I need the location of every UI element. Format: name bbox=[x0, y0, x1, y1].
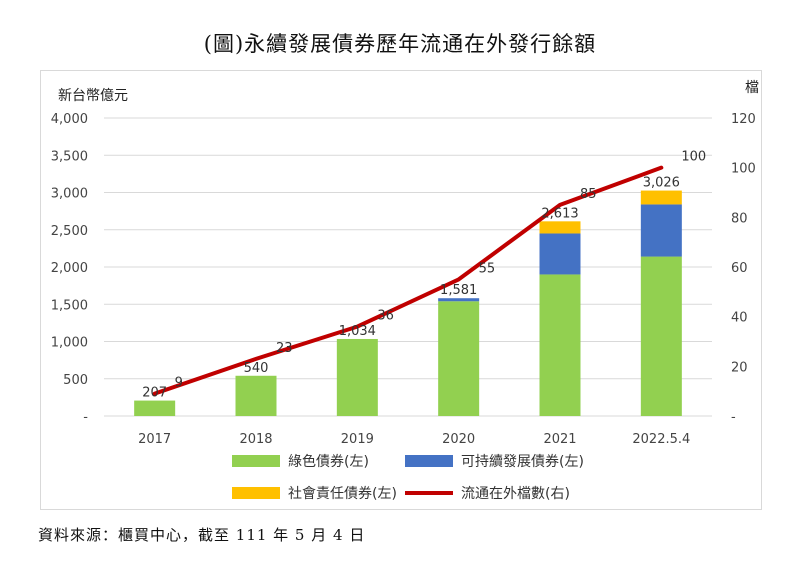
chart-frame bbox=[40, 70, 762, 510]
y-left-tick-label: - bbox=[83, 410, 88, 425]
legend-label: 社會責任債券(左) bbox=[288, 486, 397, 502]
bar-segment bbox=[640, 204, 682, 257]
bar-segment bbox=[539, 274, 581, 416]
y-right-tick-label: 60 bbox=[731, 261, 748, 276]
x-tick-label: 2022.5.4 bbox=[632, 432, 690, 447]
y-left-tick-label: 3,000 bbox=[51, 187, 88, 202]
line-value-label: 23 bbox=[276, 341, 293, 356]
line-value-label: 36 bbox=[377, 309, 394, 324]
bar-segment bbox=[640, 256, 682, 416]
y-right-axis-label: 檔 bbox=[745, 80, 759, 96]
legend-swatch bbox=[232, 487, 280, 499]
y-right-tick-label: 80 bbox=[731, 211, 748, 226]
y-left-tick-label: 2,000 bbox=[51, 261, 88, 276]
line-value-label: 85 bbox=[580, 187, 597, 202]
line-point bbox=[558, 203, 562, 207]
bar-segment bbox=[438, 298, 480, 302]
bar-total-label: 2,613 bbox=[541, 206, 578, 221]
y-right-tick-label: 120 bbox=[731, 112, 756, 127]
y-left-tick-label: 4,000 bbox=[51, 112, 88, 127]
legend-label: 綠色債券(左) bbox=[288, 453, 369, 470]
line-value-label: 100 bbox=[681, 150, 706, 165]
bar-total-label: 3,026 bbox=[643, 176, 680, 191]
y-left-axis-label: 新台幣億元 bbox=[58, 88, 128, 104]
line-value-label: 55 bbox=[479, 261, 496, 276]
y-right-tick-label: 20 bbox=[731, 360, 748, 375]
y-right-tick-label: 40 bbox=[731, 311, 748, 326]
legend-label: 流通在外檔數(右) bbox=[461, 486, 570, 502]
bar-segment bbox=[539, 233, 581, 275]
y-left-tick-label: 3,500 bbox=[51, 149, 88, 164]
y-right-tick-label: 100 bbox=[731, 162, 756, 177]
bar-total-label: 207 bbox=[142, 386, 167, 401]
line-point bbox=[254, 357, 258, 361]
line-series bbox=[152, 165, 664, 396]
source-note: 資料來源：櫃買中心，截至 111 年 5 月 4 日 bbox=[38, 526, 366, 544]
legend-swatch bbox=[232, 455, 280, 467]
x-tick-label: 2019 bbox=[341, 432, 374, 447]
bar-segment bbox=[438, 301, 480, 416]
y-left-tick-label: 1,500 bbox=[51, 298, 88, 313]
bar-segment bbox=[539, 221, 581, 234]
legend-label: 可持續發展債券(左) bbox=[461, 454, 584, 470]
line-point bbox=[457, 277, 461, 281]
y-left-tick-label: 2,500 bbox=[51, 224, 88, 239]
bar-total-label: 1,034 bbox=[339, 324, 376, 339]
x-tick-label: 2017 bbox=[138, 432, 171, 447]
bar-segment bbox=[235, 375, 277, 416]
bar-segment bbox=[640, 190, 682, 205]
bar-total-label: 1,581 bbox=[440, 283, 477, 298]
page-title: (圖)永續發展債券歷年流通在外發行餘額 bbox=[203, 32, 597, 56]
bar-segment bbox=[336, 338, 378, 416]
y-right-tick-label: - bbox=[731, 410, 736, 425]
bar-segment bbox=[134, 400, 176, 416]
x-tick-label: 2018 bbox=[239, 432, 272, 447]
line-point bbox=[659, 166, 663, 170]
x-tick-label: 2021 bbox=[543, 432, 576, 447]
line-value-label: 9 bbox=[175, 376, 183, 391]
bar-total-label: 540 bbox=[244, 361, 269, 376]
legend-swatch bbox=[405, 455, 453, 467]
y-left-tick-label: 1,000 bbox=[51, 336, 88, 351]
line-point bbox=[153, 392, 157, 396]
x-tick-label: 2020 bbox=[442, 432, 475, 447]
y-left-tick-label: 500 bbox=[63, 373, 88, 388]
line-point bbox=[355, 325, 359, 329]
